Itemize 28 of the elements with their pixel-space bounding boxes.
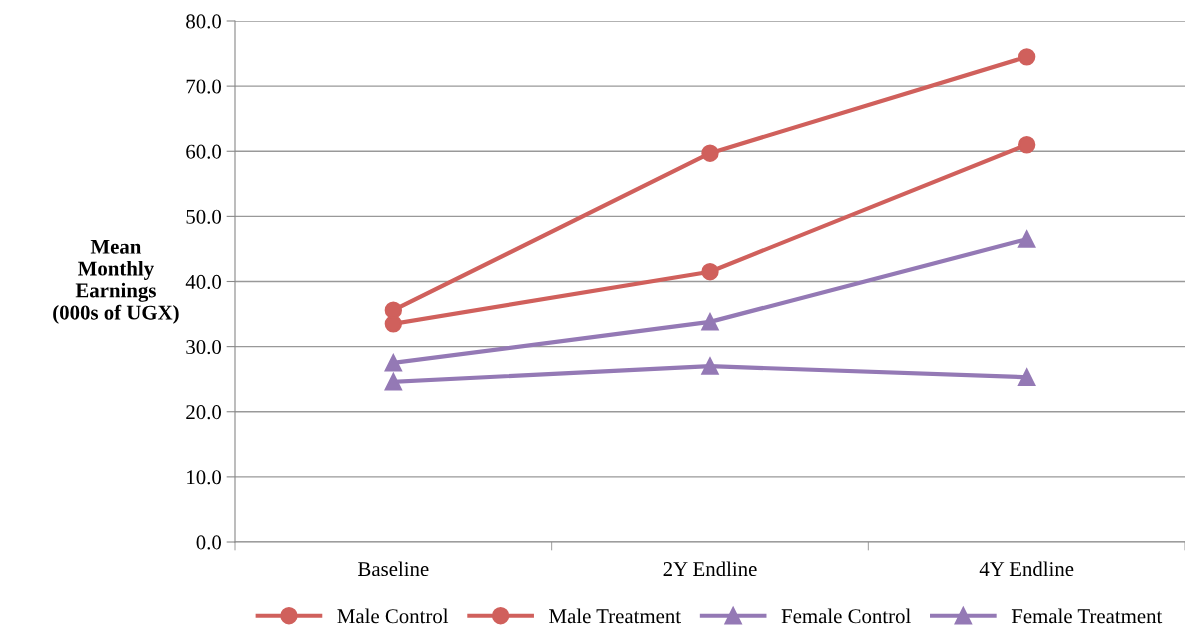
x-tick-label: 2Y Endline [663,561,757,577]
point [384,301,403,319]
y-tick-label: 50.0 [186,209,222,224]
x-tick-label: 4Y Endline [979,561,1074,577]
y-tick-label: 10.0 [187,470,222,485]
point [1017,230,1036,248]
y-axis-title: Mean Monthly Earnings (000s of UGX) [53,239,179,324]
legend-label: Male Treatment [549,608,681,624]
legend-label: Male Control [337,608,449,624]
y-tick-label: 70.0 [186,79,222,94]
legend-label: Female Treatment [1011,608,1163,624]
point [1017,136,1036,154]
point [1017,368,1036,386]
y-tick-label: 60.0 [186,144,222,159]
point [1017,48,1036,66]
x-tick-label: Baseline [358,561,429,577]
point [701,144,719,162]
legend-label: Female Control [781,608,911,624]
y-tick-label: 0.0 [196,535,222,550]
point [384,354,403,372]
y-tick-label: 30.0 [186,340,222,355]
y-tick-label: 80.0 [186,14,222,29]
y-tick-label: 40.0 [185,274,222,290]
point [701,263,719,281]
point [701,357,719,375]
point [701,313,719,331]
point [384,373,403,391]
y-tick-label: 20.0 [186,405,222,420]
